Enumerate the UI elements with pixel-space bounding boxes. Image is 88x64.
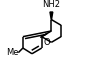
Text: NH2: NH2 [42, 0, 60, 9]
Polygon shape [50, 12, 53, 20]
Text: Me: Me [6, 48, 18, 57]
Text: O: O [43, 38, 50, 47]
